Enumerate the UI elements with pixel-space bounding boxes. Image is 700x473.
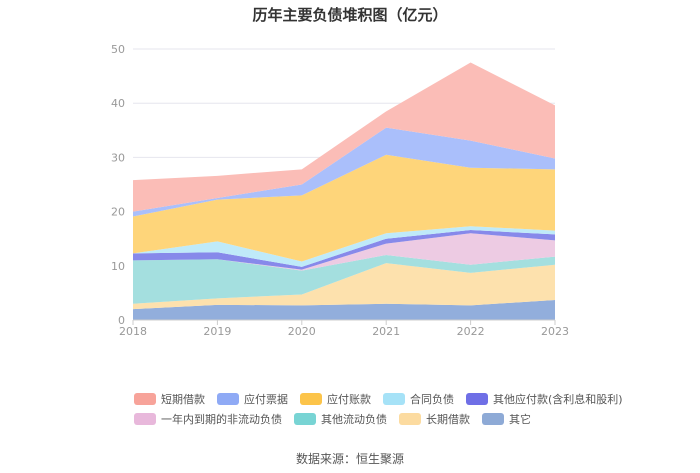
x-tick-label: 2018 [119,325,147,338]
chart-title: 历年主要负债堆积图（亿元） [252,6,448,24]
legend-swatch [399,413,421,425]
legend-item[interactable]: 合同负债 [383,391,454,407]
area-series-0[interactable] [133,299,555,320]
legend-label: 应付票据 [244,393,288,406]
y-tick-label: 50 [111,43,125,56]
legend-item[interactable]: 其它 [482,411,531,427]
area-series-3[interactable] [133,233,555,271]
legend-swatch [134,393,156,405]
axes: 0 10 20 30 40 50 2018 2019 2020 2021 2022 2023 [111,43,569,338]
y-tick-label: 30 [111,151,125,164]
area-series-6[interactable] [133,154,555,262]
y-tick-label: 0 [118,314,125,327]
legend-label: 其它 [509,413,531,426]
x-tick-label: 2021 [372,325,400,338]
legend-swatch [294,413,316,425]
legend-swatch [466,393,488,405]
legend-item[interactable]: 长期借款 [399,411,470,427]
legend: 短期借款 应付票据 应付账款 合同负债 其他应付款(含利息和股利) 一年内到期的非流动负债… [134,389,623,429]
legend-swatch [134,413,156,425]
legend-label: 应付账款 [327,393,371,406]
legend-item[interactable]: 其他应付款(含利息和股利) [466,391,623,407]
area-series-1[interactable] [133,263,555,310]
area-series-5[interactable] [133,226,555,267]
legend-label: 其他流动负债 [321,413,387,426]
legend-item[interactable]: 应付票据 [217,391,288,407]
legend-item[interactable]: 短期借款 [134,391,205,407]
legend-row: 一年内到期的非流动负债 其他流动负债 长期借款 其它 [134,409,594,429]
legend-item[interactable]: 应付账款 [300,391,371,407]
legend-label: 其他应付款(含利息和股利) [493,393,623,406]
x-tick-label: 2020 [288,325,316,338]
area-series-4[interactable] [133,230,555,270]
legend-swatch [482,413,504,425]
legend-label: 短期借款 [161,393,205,406]
legend-swatch [300,393,322,405]
legend-label: 一年内到期的非流动负债 [161,413,282,426]
x-tick-label: 2023 [541,325,569,338]
area-series [133,62,555,320]
area-series-2[interactable] [133,254,555,304]
y-tick-label: 10 [111,260,125,273]
legend-swatch [383,393,405,405]
x-tick-label: 2019 [203,325,231,338]
legend-item[interactable]: 其他流动负债 [294,411,387,427]
legend-label: 合同负债 [410,393,454,406]
area-series-7[interactable] [133,127,555,217]
area-series-8[interactable] [133,62,555,212]
x-tick-label: 2022 [457,325,485,338]
y-tick-label: 20 [111,206,125,219]
legend-row: 短期借款 应付票据 应付账款 合同负债 其他应付款(含利息和股利) [134,389,623,409]
y-tick-label: 40 [111,97,125,110]
legend-swatch [217,393,239,405]
legend-label: 长期借款 [426,413,470,426]
data-source-note: 数据来源：恒生聚源 [295,452,404,466]
legend-item[interactable]: 一年内到期的非流动负债 [134,411,282,427]
